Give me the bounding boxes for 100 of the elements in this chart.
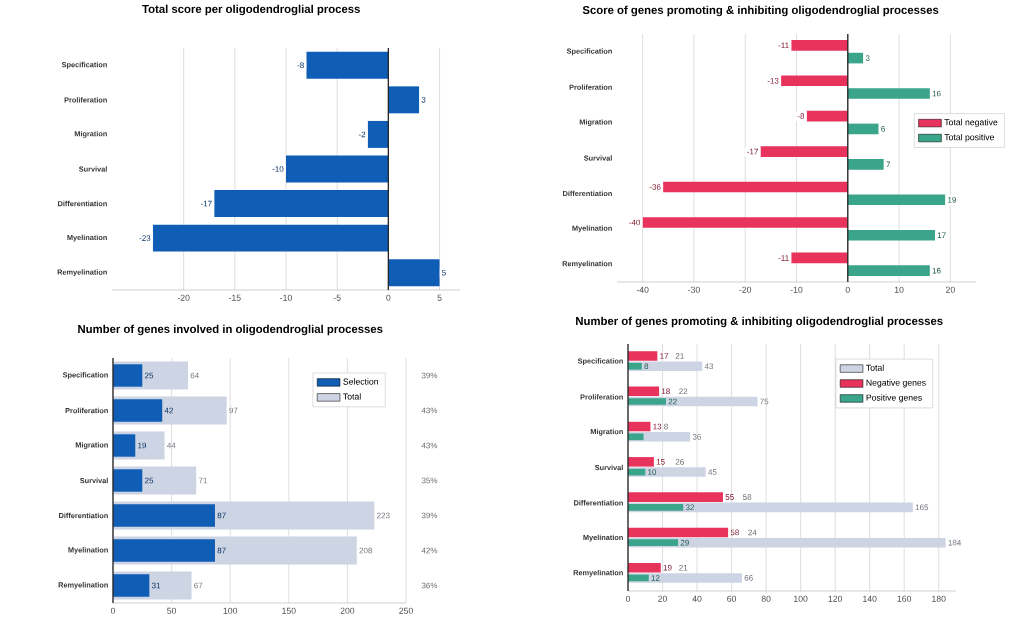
bar	[113, 539, 215, 562]
data-label: 32	[685, 504, 695, 511]
bar	[628, 351, 658, 361]
data-label: 17	[660, 353, 669, 359]
bar	[214, 189, 389, 217]
data-label: 5	[442, 269, 446, 276]
x-tick-label: 80	[761, 595, 771, 602]
x-tick-label: -20	[739, 286, 752, 293]
bar	[628, 386, 660, 396]
x-tick-label: 180	[932, 595, 946, 602]
data-label: 3	[865, 55, 870, 61]
bar	[628, 539, 679, 546]
bar	[642, 217, 848, 228]
data-label: 87	[217, 547, 226, 554]
x-tick-label: 200	[340, 607, 355, 614]
bar	[847, 123, 879, 135]
legend-label: Total negative	[944, 118, 998, 127]
bar	[847, 229, 935, 241]
legend-label: Negative genes	[866, 379, 926, 388]
x-tick-label: -10	[790, 286, 803, 293]
bar	[113, 364, 143, 387]
bar	[628, 503, 684, 511]
x-tick-label: -10	[280, 294, 292, 301]
data-label: 66	[744, 574, 753, 581]
data-label: 75	[760, 398, 769, 405]
legend-label: Total	[866, 364, 884, 371]
x-tick-label: 100	[223, 607, 238, 614]
data-label: -8	[797, 113, 805, 119]
bar	[113, 469, 143, 492]
data-label: 223	[377, 512, 390, 519]
bar	[781, 75, 848, 86]
x-tick-label: 40	[692, 595, 702, 602]
x-tick-label: 0	[386, 294, 391, 301]
bar	[152, 224, 389, 252]
text: 43%	[421, 407, 438, 414]
x-tick-label: -5	[333, 294, 341, 301]
annotation: 58	[742, 494, 752, 500]
data-label: 12	[651, 575, 660, 581]
chart-title: Number of genes promoting & inhibiting oligodendroglial processes	[576, 316, 943, 328]
data-label: 184	[948, 539, 962, 546]
data-label: -13	[767, 77, 779, 84]
data-label: 10	[648, 469, 657, 475]
x-tick-label: 0	[110, 607, 116, 614]
x-tick-label: 140	[863, 595, 877, 602]
data-label: 97	[229, 407, 238, 414]
x-tick-label: -40	[636, 286, 649, 293]
bar	[847, 88, 930, 99]
data-label: 8	[644, 363, 649, 369]
data-label: -8	[297, 62, 304, 68]
data-label: 19	[138, 442, 147, 449]
data-label: 13	[653, 423, 662, 430]
bar	[628, 562, 661, 573]
bar	[367, 120, 389, 148]
data-label: 25	[144, 477, 154, 484]
x-tick-label: 100	[794, 595, 808, 602]
data-label: 17	[937, 232, 946, 238]
data-label: -10	[272, 166, 284, 172]
data-label: 25	[144, 372, 154, 379]
bar	[628, 456, 654, 467]
data-label: 19	[948, 196, 957, 203]
data-label: 19	[663, 564, 672, 571]
annotation: 21	[679, 564, 688, 571]
data-label: 165	[915, 504, 929, 511]
bar	[286, 155, 389, 183]
x-tick-label: 20	[658, 595, 668, 602]
bar	[113, 399, 163, 422]
bar	[388, 259, 440, 287]
data-label: 58	[730, 529, 739, 536]
x-tick-label: -15	[228, 294, 241, 301]
x-tick-label: 10	[894, 286, 904, 293]
data-label: 208	[359, 547, 373, 554]
x-tick-label: 60	[727, 595, 737, 602]
bar	[113, 434, 136, 457]
legend-label: Positive genes	[866, 394, 922, 403]
bar	[628, 527, 729, 538]
bar	[628, 362, 642, 370]
bar	[791, 252, 848, 264]
bar	[847, 52, 864, 64]
data-label: -17	[747, 148, 758, 155]
data-label: 7	[886, 161, 891, 167]
text: 42%	[421, 547, 438, 554]
data-label: 29	[680, 539, 689, 546]
chart-title: Score of genes promoting & inhibiting oligodendroglial processes	[582, 5, 939, 17]
text: 39%	[421, 512, 438, 519]
chart-title: Total score per oligodendroglial process	[142, 4, 360, 16]
x-tick-label: 20	[945, 286, 955, 293]
data-label: -40	[629, 219, 641, 226]
data-label: 22	[668, 398, 677, 405]
data-label: 87	[217, 512, 226, 519]
bar	[628, 433, 644, 441]
x-tick-label: -20	[177, 294, 190, 301]
data-label: 36	[692, 433, 701, 440]
data-label: 43	[704, 363, 714, 369]
text: 35%	[421, 477, 438, 484]
bar	[306, 51, 389, 79]
data-label: 15	[656, 458, 665, 465]
text: 43%	[421, 442, 438, 449]
x-tick-label: 160	[897, 595, 912, 602]
data-label: -2	[358, 131, 366, 138]
data-label: 42	[164, 407, 173, 414]
